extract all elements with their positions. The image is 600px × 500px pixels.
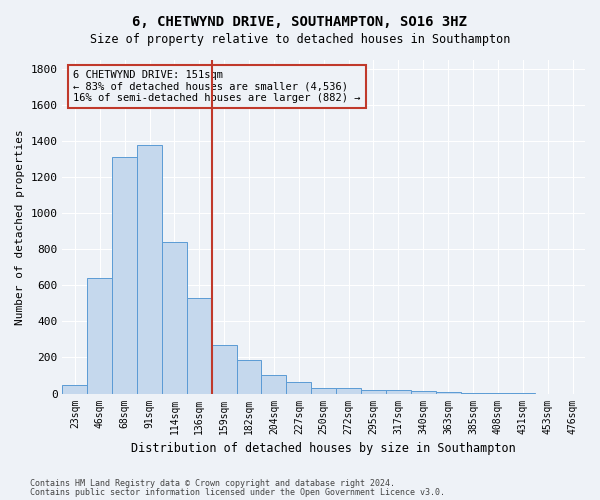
Bar xyxy=(187,298,212,394)
Bar xyxy=(162,242,187,394)
Bar xyxy=(137,144,162,394)
Bar xyxy=(311,388,336,394)
Bar xyxy=(88,278,112,394)
Bar xyxy=(262,374,286,394)
Bar xyxy=(361,390,386,394)
Bar xyxy=(436,392,461,394)
Bar xyxy=(461,392,485,394)
Text: Size of property relative to detached houses in Southampton: Size of property relative to detached ho… xyxy=(90,32,510,46)
Bar xyxy=(336,388,361,394)
Bar xyxy=(485,392,511,394)
Text: 6 CHETWYND DRIVE: 151sqm
← 83% of detached houses are smaller (4,536)
16% of sem: 6 CHETWYND DRIVE: 151sqm ← 83% of detach… xyxy=(73,70,361,103)
Text: Contains public sector information licensed under the Open Government Licence v3: Contains public sector information licen… xyxy=(30,488,445,497)
Bar xyxy=(286,382,311,394)
Text: Contains HM Land Registry data © Crown copyright and database right 2024.: Contains HM Land Registry data © Crown c… xyxy=(30,479,395,488)
X-axis label: Distribution of detached houses by size in Southampton: Distribution of detached houses by size … xyxy=(131,442,516,455)
Bar xyxy=(112,158,137,394)
Text: 6, CHETWYND DRIVE, SOUTHAMPTON, SO16 3HZ: 6, CHETWYND DRIVE, SOUTHAMPTON, SO16 3HZ xyxy=(133,15,467,29)
Bar xyxy=(212,345,236,394)
Bar xyxy=(386,390,411,394)
Bar xyxy=(511,392,535,394)
Y-axis label: Number of detached properties: Number of detached properties xyxy=(15,129,25,324)
Bar xyxy=(62,384,88,394)
Bar xyxy=(236,360,262,394)
Bar xyxy=(411,391,436,394)
